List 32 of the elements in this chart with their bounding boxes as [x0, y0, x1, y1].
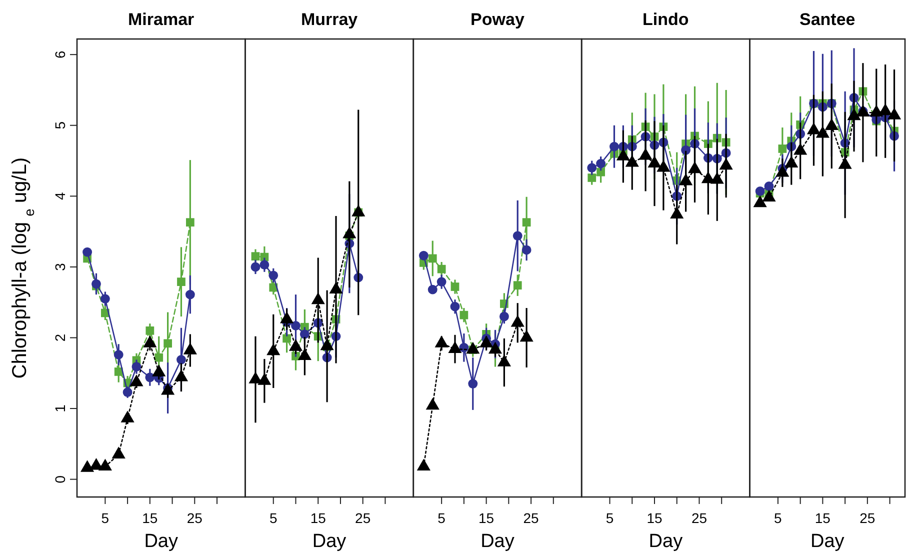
x-tick-label: 25 [523, 510, 540, 526]
x-axis-title: Day [810, 531, 845, 552]
x-tick-label: 15 [478, 510, 494, 526]
x-tick-label: 25 [355, 510, 371, 526]
chart-title: Santee [800, 10, 856, 29]
y-tick-label: 5 [52, 121, 68, 130]
chart-title: Lindo [642, 10, 689, 29]
chart-title: Poway [470, 10, 525, 29]
x-tick-label: 5 [269, 510, 278, 526]
x-tick-label: 15 [310, 510, 326, 526]
x-axis-title: Day [144, 531, 178, 552]
x-tick-label: 5 [774, 510, 782, 526]
x-axis-title: Day [648, 531, 684, 552]
chart-title: Murray [300, 10, 358, 29]
x-tick-label: 15 [142, 510, 158, 526]
y-tick-label: 4 [52, 192, 68, 200]
x-tick-label: 5 [101, 510, 110, 526]
x-tick-label: 25 [691, 510, 708, 526]
y-tick-label: 2 [52, 334, 68, 342]
chart-title: Miramar [128, 10, 195, 29]
x-tick-label: 5 [606, 510, 614, 526]
y-tick-label: 3 [52, 262, 68, 271]
x-tick-label: 5 [438, 510, 446, 526]
x-axis-title: Day [312, 531, 347, 552]
x-tick-label: 25 [860, 510, 876, 526]
x-axis-title: Day [480, 531, 515, 552]
x-tick-label: 15 [646, 510, 662, 526]
x-tick-label: 25 [186, 510, 203, 526]
y-tick-label: 1 [52, 404, 68, 412]
y-tick-label: 0 [52, 475, 68, 484]
y-tick-label: 6 [52, 50, 68, 58]
x-tick-label: 15 [814, 510, 831, 526]
